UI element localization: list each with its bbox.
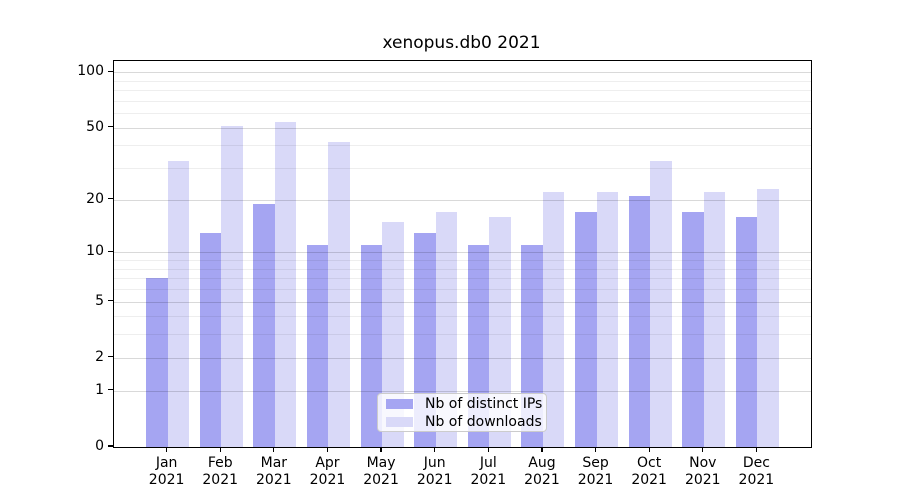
bar-downloads-jun	[435, 212, 458, 447]
bar-distinct-ips-may	[360, 245, 383, 447]
x-tick-label-dec: Dec 2021	[738, 455, 775, 488]
x-tick-mark-dec	[755, 447, 757, 452]
bar-downloads-jan	[167, 160, 190, 447]
y-tick-label-10: 10	[86, 243, 104, 260]
y-tick-mark-2	[108, 356, 113, 358]
y-tick-label-100: 100	[77, 63, 104, 80]
bar-downloads-may	[382, 221, 404, 447]
bar-downloads-aug	[542, 192, 565, 447]
chart-title: xenopus.db0 2021	[382, 33, 541, 53]
x-tick-mark-mar	[273, 447, 275, 452]
bar-downloads-mar	[274, 121, 297, 447]
x-tick-mark-feb	[219, 447, 221, 452]
y-tick-mark-20	[108, 198, 113, 200]
gridline-minor-90	[114, 80, 811, 82]
legend-label-distinct-ips: Nb of distinct IPs	[425, 395, 543, 412]
x-tick-label-feb: Feb 2021	[202, 455, 239, 488]
y-tick-mark-1	[108, 389, 113, 391]
x-tick-label-nov: Nov 2021	[684, 455, 721, 488]
y-tick-label-50: 50	[86, 118, 104, 135]
x-tick-label-oct: Oct 2021	[631, 455, 667, 488]
gridline-minor-60	[114, 113, 811, 115]
x-tick-mark-sep	[594, 447, 597, 452]
bar-distinct-ips-oct	[628, 196, 651, 447]
legend-row-downloads: Nb of downloads	[386, 415, 542, 429]
x-tick-mark-jul	[487, 447, 489, 452]
bar-distinct-ips-feb	[199, 232, 222, 447]
bar-distinct-ips-sep	[575, 212, 597, 447]
legend-label-downloads: Nb of downloads	[425, 413, 542, 430]
legend: Nb of distinct IPs Nb of downloads	[377, 393, 547, 432]
bar-distinct-ips-mar	[253, 203, 275, 447]
y-tick-label-1: 1	[95, 381, 104, 398]
gridline-major-100	[114, 72, 811, 74]
x-tick-label-apr: Apr 2021	[309, 455, 346, 488]
gridline-minor-70	[114, 100, 811, 102]
y-tick-label-2: 2	[95, 348, 104, 365]
legend-row-distinct-ips: Nb of distinct IPs	[386, 397, 542, 411]
x-tick-label-mar: Mar 2021	[256, 455, 292, 488]
x-tick-label-aug: Aug 2021	[524, 455, 560, 488]
bar-downloads-nov	[703, 192, 726, 447]
x-tick-mark-jan	[166, 447, 168, 452]
y-tick-label-0: 0	[95, 438, 104, 454]
legend-swatch-distinct-ips	[386, 398, 413, 409]
x-tick-mark-may	[380, 447, 382, 452]
bar-distinct-ips-jan	[146, 278, 168, 447]
y-tick-mark-100	[108, 70, 113, 72]
x-tick-label-sep: Sep 2021	[577, 455, 614, 488]
bar-downloads-sep	[596, 192, 619, 447]
x-tick-mark-aug	[541, 447, 543, 452]
gridline-minor-30	[114, 168, 811, 170]
bar-downloads-feb	[221, 126, 243, 447]
gridline-minor-40	[114, 145, 811, 147]
bar-distinct-ips-nov	[682, 212, 704, 447]
y-tick-mark-10	[108, 250, 113, 252]
x-tick-mark-apr	[326, 447, 329, 452]
y-tick-label-5: 5	[95, 292, 104, 309]
y-tick-mark-0	[108, 445, 113, 447]
gridline-minor-80	[114, 90, 811, 92]
x-tick-label-jan: Jan 2021	[148, 455, 185, 488]
x-tick-label-may: May 2021	[363, 455, 399, 488]
plot-area	[113, 60, 812, 448]
bar-downloads-oct	[650, 160, 672, 447]
x-tick-label-jul: Jul 2021	[470, 455, 507, 488]
x-tick-mark-jun	[434, 447, 436, 452]
y-tick-mark-5	[108, 299, 113, 302]
x-tick-mark-oct	[648, 447, 650, 452]
x-tick-mark-nov	[702, 447, 704, 452]
legend-swatch-downloads	[386, 416, 413, 427]
bar-distinct-ips-dec	[735, 216, 758, 447]
bar-downloads-jul	[489, 216, 511, 447]
y-tick-mark-50	[108, 126, 113, 128]
bar-downloads-dec	[757, 188, 779, 447]
bar-downloads-apr	[328, 141, 350, 447]
x-tick-label-jun: Jun 2021	[416, 455, 453, 488]
bar-distinct-ips-apr	[306, 245, 329, 447]
gridline-major-50	[114, 127, 811, 129]
y-tick-label-20: 20	[86, 190, 104, 207]
